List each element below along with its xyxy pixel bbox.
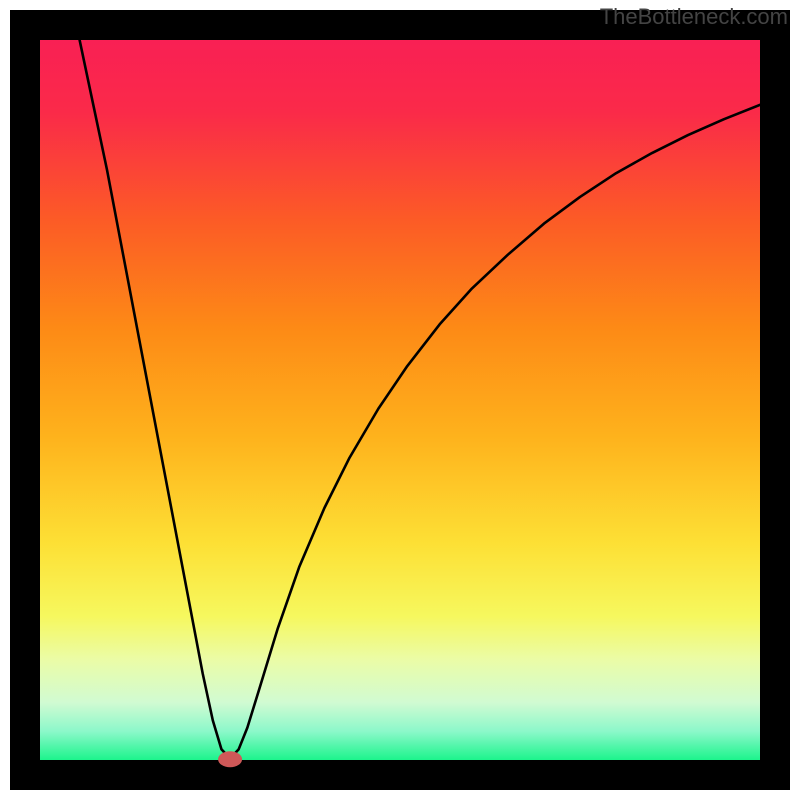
chart-svg: TheBottleneck.com	[0, 0, 800, 800]
optimal-point-marker	[218, 751, 242, 767]
chart-container: TheBottleneck.com	[0, 0, 800, 800]
attribution-text: TheBottleneck.com	[600, 4, 788, 29]
chart-plot-background	[40, 40, 760, 760]
